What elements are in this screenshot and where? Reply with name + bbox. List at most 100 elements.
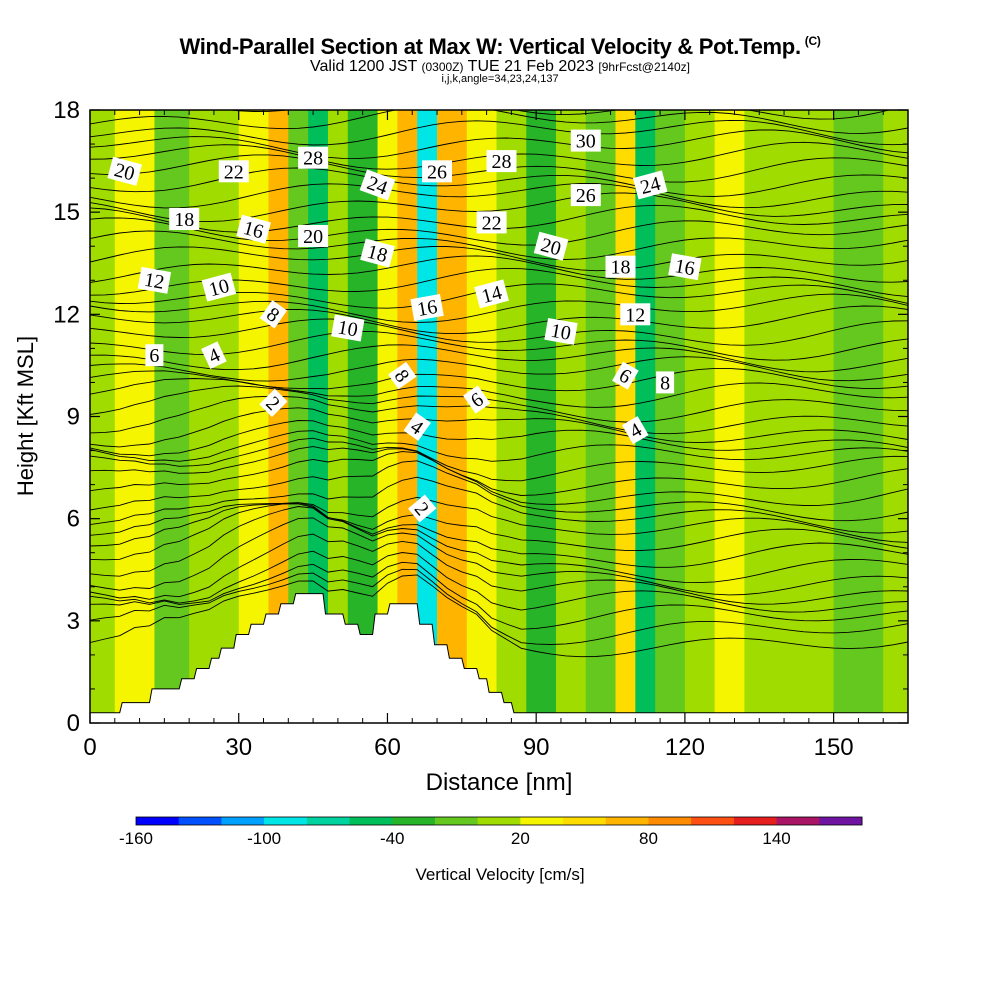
- x-tick-label: 120: [665, 734, 705, 761]
- colorbar-swatch: [563, 817, 607, 825]
- theta-contour-label: 20: [107, 156, 143, 186]
- w-band: [154, 110, 190, 723]
- theta-contour-line: [90, 217, 908, 246]
- contour-label-box: [486, 150, 517, 173]
- chart-title-block: Wind-Parallel Section at Max W: Vertical…: [0, 34, 1000, 85]
- theta-contour-line: [90, 344, 908, 373]
- contour-label-text: 30: [576, 131, 596, 153]
- theta-contour-label: 8: [656, 371, 675, 394]
- y-tick-label: 15: [53, 199, 80, 226]
- contour-label-box: [656, 371, 675, 394]
- w-band: [684, 110, 716, 723]
- contour-label-box: [236, 214, 271, 244]
- colorbar: -160 -100 -40 20 80 140: [119, 816, 863, 848]
- theta-contour-label: 2: [259, 388, 288, 418]
- x-tick-label: 0: [83, 734, 96, 761]
- theta-contour-line: [90, 460, 908, 522]
- theta-contour-line: [90, 533, 908, 605]
- contour-label-box: [407, 494, 437, 523]
- theta-contour-line: [90, 496, 908, 543]
- colorbar-frame: [135, 816, 863, 826]
- contour-label-box: [298, 225, 329, 247]
- theta-contour-label: 8: [388, 361, 417, 390]
- w-band: [615, 110, 636, 723]
- theta-contour-label: 4: [622, 416, 649, 445]
- theta-contour-line: [90, 430, 908, 462]
- theta-contour-label: 14: [474, 279, 509, 309]
- colorbar-swatch: [392, 817, 436, 825]
- w-band: [744, 110, 785, 723]
- colorbar-swatch: [221, 817, 265, 825]
- theta-contour-label: 26: [422, 160, 452, 183]
- colorbar-swatch: [819, 817, 863, 825]
- y-tick-label: 6: [67, 506, 80, 533]
- chart-subtitle: Valid 1200 JST (0300Z) TUE 21 Feb 2023 […: [0, 58, 1000, 76]
- contour-label-text: 6: [149, 345, 159, 367]
- colorbar-tick-label: -160: [119, 829, 153, 848]
- colorbar-swatch: [605, 817, 649, 825]
- theta-contour-line: [90, 561, 908, 630]
- contour-label-box: [107, 156, 143, 186]
- y-axis-label: Height [Kft MSL]: [13, 336, 38, 496]
- w-band: [114, 110, 155, 723]
- theta-contour-line: [90, 318, 908, 346]
- contour-label-box: [259, 300, 288, 329]
- theta-contour-label: 18: [605, 255, 636, 279]
- valid-time-z: (0300Z): [421, 60, 464, 74]
- contour-label-text: 12: [625, 304, 645, 326]
- theta-contour-line: [90, 446, 908, 496]
- colorbar-tick-label: 80: [639, 829, 658, 848]
- theta-contour-label: 28: [298, 146, 329, 170]
- w-band: [833, 110, 884, 723]
- contour-label-box: [570, 184, 601, 207]
- contour-label-text: 26: [576, 185, 596, 207]
- theta-contour-line: [90, 356, 908, 382]
- y-tick-label: 18: [53, 97, 80, 124]
- contour-label-box: [605, 255, 636, 278]
- x-tick-label: 60: [374, 734, 401, 761]
- theta-contour-line: [90, 550, 908, 613]
- colorbar-swatch: [178, 817, 222, 825]
- x-axis-label: Distance [nm]: [426, 769, 573, 796]
- contour-label-box: [544, 317, 578, 345]
- colorbar-swatch: [691, 817, 735, 825]
- contour-label-box: [622, 416, 649, 445]
- theta-contour-label: 16: [236, 214, 271, 244]
- colorbar-swatch: [520, 817, 564, 825]
- theta-contour-line: [90, 502, 908, 568]
- colorbar-label: Vertical Velocity [cm/s]: [415, 865, 584, 884]
- contour-label-text: 28: [303, 148, 323, 170]
- contour-label-text: 16: [673, 255, 697, 280]
- theta-contour-label: 16: [668, 253, 702, 280]
- theta-contour-line: [90, 378, 908, 408]
- theta-contour-line: [90, 182, 908, 209]
- axes: 0 30 60 90 120 150 0 3 6 9 12 15 18: [53, 97, 908, 761]
- section-indices: i,j,k,angle=34,23,24,137: [441, 73, 559, 85]
- contour-label-box: [388, 361, 417, 390]
- theta-contour-label: 10: [331, 314, 365, 342]
- theta-contour-label: 6: [145, 344, 164, 367]
- theta-contour-line: [90, 192, 908, 223]
- theta-contour-label: 12: [620, 303, 651, 326]
- contour-label-box: [359, 169, 396, 201]
- w-band: [347, 110, 379, 723]
- contour-label-box: [201, 272, 237, 302]
- theta-contour-label: 4: [201, 341, 227, 369]
- theta-contour-line: [90, 451, 908, 506]
- w-band: [288, 110, 309, 723]
- chart-title: Wind-Parallel Section at Max W: Vertical…: [0, 34, 1000, 60]
- theta-contour-label: 4: [403, 412, 431, 441]
- colorbar-swatch: [648, 817, 692, 825]
- theta-contour-line: [90, 517, 908, 596]
- contour-label-box: [422, 160, 452, 183]
- w-band: [496, 110, 527, 723]
- contour-label-box: [403, 412, 431, 441]
- contour-label-box: [145, 344, 164, 367]
- theta-contour-label: 22: [218, 160, 249, 183]
- colorbar-swatch: [264, 817, 308, 825]
- contour-label-box: [474, 279, 509, 309]
- theta-contour-label: 24: [632, 170, 668, 200]
- theta-contour-line: [90, 367, 908, 392]
- theta-contour-line: [90, 420, 908, 457]
